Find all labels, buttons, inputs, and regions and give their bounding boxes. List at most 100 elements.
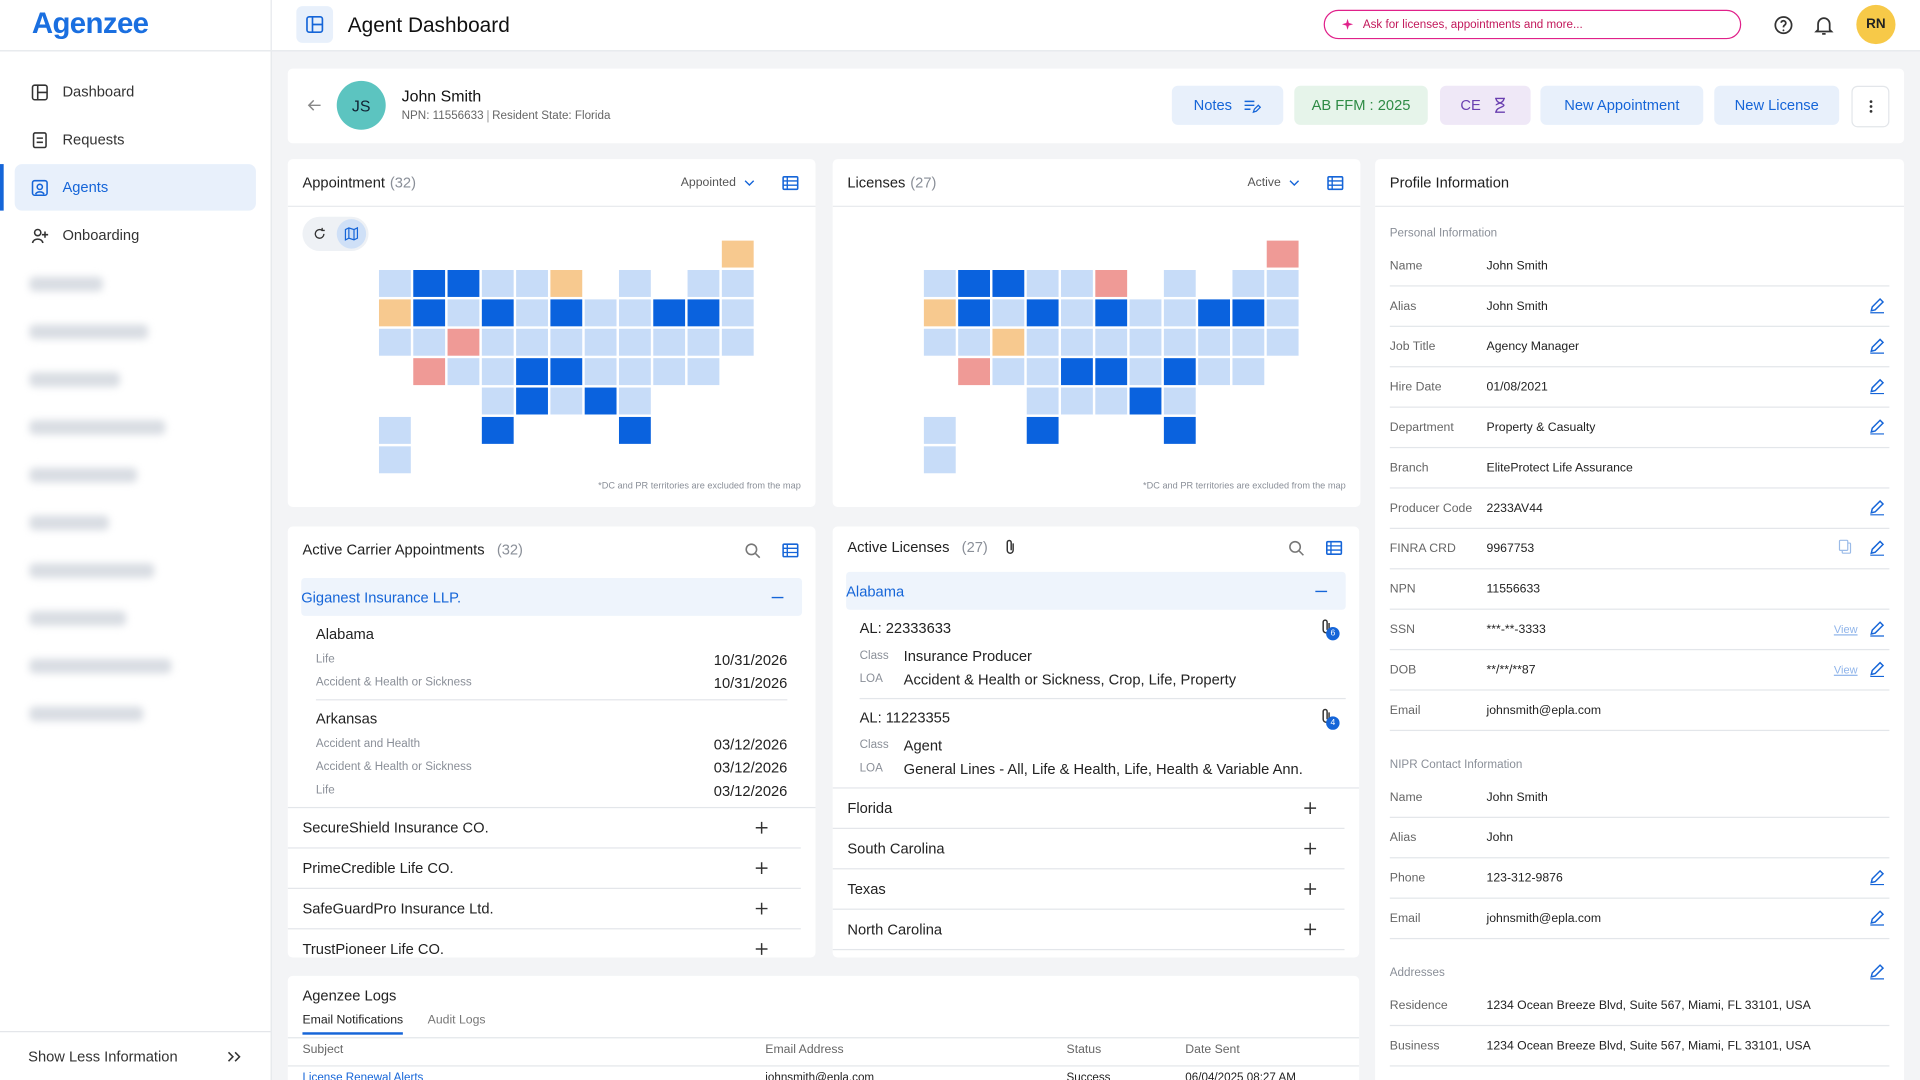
state-region[interactable] bbox=[1094, 268, 1129, 299]
state-region[interactable] bbox=[549, 298, 584, 328]
state-region[interactable] bbox=[1025, 415, 1060, 446]
state-region[interactable] bbox=[446, 356, 481, 387]
edit[interactable] bbox=[1867, 335, 1887, 358]
action-button[interactable]: AB FFM : 2025 bbox=[1294, 85, 1428, 125]
edit[interactable] bbox=[1867, 961, 1887, 984]
carrier-expanded-header[interactable]: Giganest Insurance LLP. bbox=[301, 577, 803, 616]
state-region[interactable] bbox=[652, 327, 687, 357]
status-filter[interactable]: Active bbox=[1247, 174, 1302, 191]
state-region[interactable] bbox=[377, 415, 413, 446]
state-region[interactable] bbox=[1162, 386, 1197, 416]
state-region[interactable] bbox=[549, 327, 584, 357]
state-region[interactable] bbox=[1025, 386, 1060, 416]
state-region[interactable] bbox=[991, 356, 1026, 387]
state-region[interactable] bbox=[480, 415, 515, 446]
state-region[interactable] bbox=[412, 327, 447, 357]
state-region[interactable] bbox=[922, 327, 957, 357]
state-region[interactable] bbox=[1025, 298, 1060, 328]
view-link[interactable]: View bbox=[1833, 663, 1858, 676]
state-region[interactable] bbox=[446, 268, 481, 299]
state-region[interactable] bbox=[583, 386, 618, 416]
state-region[interactable] bbox=[956, 298, 992, 328]
state-region[interactable] bbox=[1094, 327, 1129, 357]
state-region[interactable] bbox=[1231, 327, 1266, 357]
state-region[interactable] bbox=[686, 268, 721, 299]
state-region[interactable] bbox=[1128, 386, 1163, 416]
state-region[interactable] bbox=[991, 327, 1026, 357]
state-region[interactable] bbox=[1094, 386, 1129, 416]
nav-item[interactable]: Onboarding bbox=[15, 212, 256, 259]
carrier-row[interactable]: PrimeCredible Life CO. bbox=[287, 849, 801, 889]
state-region[interactable] bbox=[1162, 415, 1197, 446]
copy[interactable] bbox=[1837, 538, 1855, 560]
state-region[interactable] bbox=[1094, 298, 1129, 328]
state-region[interactable] bbox=[720, 327, 755, 357]
state-region[interactable] bbox=[1094, 356, 1129, 387]
state-region[interactable] bbox=[480, 386, 515, 416]
state-region[interactable] bbox=[1231, 356, 1266, 387]
license-state-row[interactable]: South Carolina bbox=[832, 829, 1345, 870]
state-region[interactable] bbox=[617, 298, 653, 328]
state-region[interactable] bbox=[1162, 298, 1197, 328]
state-region[interactable] bbox=[446, 327, 481, 357]
state-region[interactable] bbox=[480, 268, 515, 299]
state-region[interactable] bbox=[617, 386, 653, 416]
state-region[interactable] bbox=[1025, 268, 1060, 299]
state-region[interactable] bbox=[1025, 327, 1060, 357]
state-region[interactable] bbox=[956, 268, 992, 299]
state-region[interactable] bbox=[1265, 268, 1300, 299]
state-region[interactable] bbox=[922, 445, 957, 475]
tab[interactable]: Email Notifications bbox=[302, 1014, 404, 1035]
state-region[interactable] bbox=[1265, 327, 1300, 357]
state-region[interactable] bbox=[412, 298, 447, 328]
edit[interactable] bbox=[1867, 497, 1887, 520]
state-region[interactable] bbox=[514, 327, 550, 357]
carrier-row[interactable]: SafeGuardPro Insurance Ltd. bbox=[287, 889, 801, 930]
state-region[interactable] bbox=[686, 298, 721, 328]
nav-item[interactable]: Agents bbox=[14, 164, 256, 211]
license-state-row[interactable]: Texas bbox=[832, 869, 1345, 910]
edit[interactable] bbox=[1867, 416, 1887, 439]
state-region[interactable] bbox=[1162, 327, 1197, 357]
state-region[interactable] bbox=[652, 356, 687, 387]
state-region[interactable] bbox=[514, 386, 550, 416]
state-region[interactable] bbox=[720, 239, 755, 269]
state-region[interactable] bbox=[1196, 327, 1232, 357]
attachments[interactable]: 6 bbox=[1316, 617, 1340, 641]
state-region[interactable] bbox=[652, 298, 687, 328]
show-less[interactable]: Show Less Information bbox=[28, 1046, 246, 1068]
state-region[interactable] bbox=[617, 327, 653, 357]
notifications[interactable] bbox=[1812, 13, 1835, 40]
action-button[interactable]: Notes bbox=[1171, 85, 1284, 125]
action-button[interactable]: New License bbox=[1714, 85, 1840, 125]
state-region[interactable] bbox=[1162, 356, 1197, 387]
edit[interactable] bbox=[1867, 658, 1887, 681]
state-region[interactable] bbox=[1231, 298, 1266, 328]
more-actions[interactable] bbox=[1851, 85, 1890, 128]
state-region[interactable] bbox=[720, 268, 755, 299]
state-region[interactable] bbox=[549, 386, 584, 416]
status-filter[interactable]: Appointed bbox=[681, 174, 758, 191]
state-region[interactable] bbox=[1059, 356, 1095, 387]
state-region[interactable] bbox=[1265, 239, 1300, 269]
state-region[interactable] bbox=[446, 298, 481, 328]
nav-item[interactable]: Requests bbox=[15, 116, 256, 163]
license-expanded-header[interactable]: Alabama bbox=[846, 571, 1346, 610]
state-region[interactable] bbox=[1231, 268, 1266, 299]
edit[interactable] bbox=[1867, 294, 1887, 317]
state-region[interactable] bbox=[991, 268, 1026, 299]
edit[interactable] bbox=[1867, 537, 1887, 560]
state-region[interactable] bbox=[1196, 356, 1232, 387]
state-region[interactable] bbox=[1059, 268, 1095, 299]
license-state-row[interactable]: North Carolina bbox=[832, 910, 1345, 951]
state-region[interactable] bbox=[686, 327, 721, 357]
state-region[interactable] bbox=[922, 415, 957, 446]
state-region[interactable] bbox=[922, 298, 957, 328]
nav-item[interactable]: Dashboard bbox=[15, 69, 256, 116]
state-region[interactable] bbox=[377, 268, 413, 299]
view-link[interactable]: View bbox=[1833, 623, 1858, 636]
state-region[interactable] bbox=[549, 268, 584, 299]
state-region[interactable] bbox=[377, 298, 413, 328]
attachments[interactable]: 4 bbox=[1316, 707, 1340, 730]
carrier-row[interactable]: SecureShield Insurance CO. bbox=[287, 808, 801, 849]
